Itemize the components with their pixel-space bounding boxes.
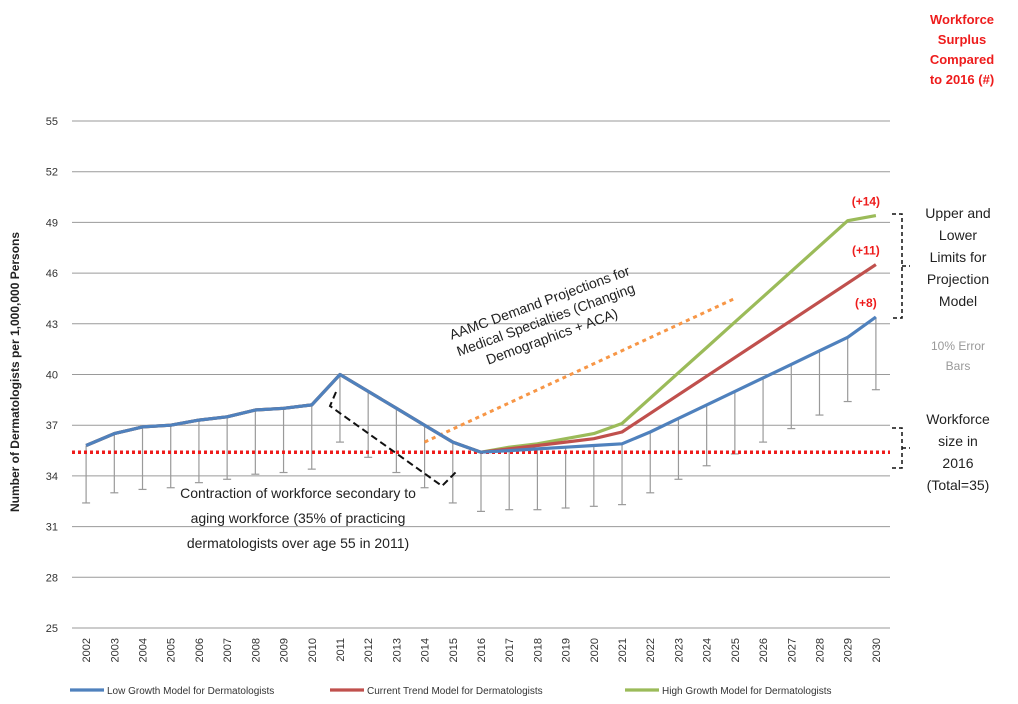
x-tick-label: 2030: [871, 638, 883, 662]
error-bars-line-2: Bars: [946, 359, 971, 373]
limits-bracket: [892, 213, 910, 319]
y-axis-label: Number of Dermatologists per 1,000,000 P…: [8, 232, 22, 512]
x-tick-label: 2019: [561, 638, 573, 662]
limits-line-3: Limits for: [930, 249, 987, 265]
y-tick-label: 34: [46, 471, 58, 483]
legend-label: Low Growth Model for Dermatologists: [107, 686, 274, 697]
demand-projection-annotation: AAMC Demand Projections for Medical Spec…: [447, 262, 637, 367]
error-bars-label: 10% Error Bars: [931, 339, 985, 373]
x-tick-label: 2002: [81, 638, 93, 662]
x-tick-label: 2020: [589, 638, 601, 662]
x-tick-label: 2029: [843, 638, 855, 662]
workforce-line-4: (Total=35): [927, 477, 990, 493]
x-tick-label: 2021: [617, 638, 629, 662]
x-axis-ticks: 2002 2003 2004 2005 2006 2007 2008 2009 2010 2011…: [81, 638, 883, 662]
surplus-data-label: (+14): [852, 195, 880, 209]
limits-label: Upper and Lower Limits for Projection Mo…: [925, 205, 990, 309]
y-tick-label: 25: [46, 623, 58, 635]
limits-line-5: Model: [939, 293, 977, 309]
x-tick-label: 2006: [194, 638, 206, 662]
x-tick-label: 2025: [730, 638, 742, 662]
x-tick-label: 2004: [138, 638, 150, 662]
y-tick-label: 43: [46, 319, 58, 331]
error-bars-line-1: 10% Error: [931, 339, 985, 353]
contraction-annotation: Contraction of workforce secondary to ag…: [180, 485, 416, 551]
y-tick-label: 28: [46, 572, 58, 584]
legend-label: Current Trend Model for Dermatologists: [367, 686, 543, 697]
workforce-label: Workforce size in 2016 (Total=35): [926, 411, 990, 493]
series-line-low-growth: [85, 315, 877, 454]
x-tick-label: 2003: [109, 638, 121, 662]
x-tick-label: 2017: [504, 638, 516, 662]
x-tick-label: 2023: [673, 638, 685, 662]
surplus-data-labels: (+14) (+11) (+8): [852, 195, 880, 310]
x-tick-label: 2008: [250, 638, 262, 662]
demand-projection-line: [423, 297, 736, 444]
surplus-data-label: (+8): [855, 296, 877, 310]
workforce-line-2: size in: [938, 433, 978, 449]
x-tick-label: 2013: [391, 638, 403, 662]
workforce-bracket: [892, 427, 910, 469]
contraction-text-line-1: Contraction of workforce secondary to: [180, 485, 416, 501]
x-tick-label: 2005: [166, 638, 178, 662]
x-tick-label: 2022: [645, 638, 657, 662]
x-tick-label: 2028: [814, 638, 826, 662]
surplus-title-line-2: Surplus: [938, 32, 986, 47]
x-tick-label: 2024: [702, 638, 714, 662]
x-tick-label: 2012: [363, 638, 375, 662]
limits-line-2: Lower: [939, 227, 977, 243]
x-tick-label: 2007: [222, 638, 234, 662]
contraction-text-line-3: dermatologists over age 55 in 2011): [187, 535, 409, 551]
x-tick-label: 2010: [307, 638, 319, 662]
x-tick-label: 2014: [420, 638, 432, 662]
y-tick-label: 37: [46, 420, 58, 432]
legend: Low Growth Model for Dermatologists Curre…: [70, 686, 832, 697]
surplus-title-line-4: to 2016 (#): [930, 72, 994, 87]
workforce-line-3: 2016: [942, 455, 973, 471]
workforce-line-1: Workforce: [926, 411, 990, 427]
y-tick-label: 52: [46, 167, 58, 179]
surplus-title-line-3: Compared: [930, 52, 994, 67]
gridlines: [72, 120, 890, 629]
x-tick-label: 2026: [758, 638, 770, 662]
surplus-data-label: (+11): [852, 244, 880, 258]
x-tick-label: 2027: [786, 638, 798, 662]
limits-line-4: Projection: [927, 271, 989, 287]
x-tick-label: 2009: [279, 638, 291, 662]
series-line-current-trend: [85, 263, 877, 454]
x-tick-label: 2016: [476, 638, 488, 662]
y-tick-label: 46: [46, 268, 58, 280]
y-tick-label: 49: [46, 217, 58, 229]
x-tick-label: 2011: [335, 638, 347, 662]
error-bars: [82, 317, 880, 512]
legend-label: High Growth Model for Dermatologists: [662, 686, 832, 697]
surplus-title: Workforce Surplus Compared to 2016 (#): [930, 12, 994, 87]
surplus-title-line-1: Workforce: [930, 12, 994, 27]
contraction-text-line-2: aging workforce (35% of practicing: [191, 510, 406, 526]
x-tick-label: 2015: [448, 638, 460, 662]
y-tick-label: 55: [46, 116, 58, 128]
limits-line-1: Upper and: [925, 205, 990, 221]
y-tick-label: 40: [46, 370, 58, 382]
y-axis-ticks: 25 28 31 34 37 40 43 46 49 52 55: [46, 116, 58, 635]
y-tick-label: 31: [46, 522, 58, 534]
series-lines: [85, 214, 877, 454]
x-tick-label: 2018: [532, 638, 544, 662]
